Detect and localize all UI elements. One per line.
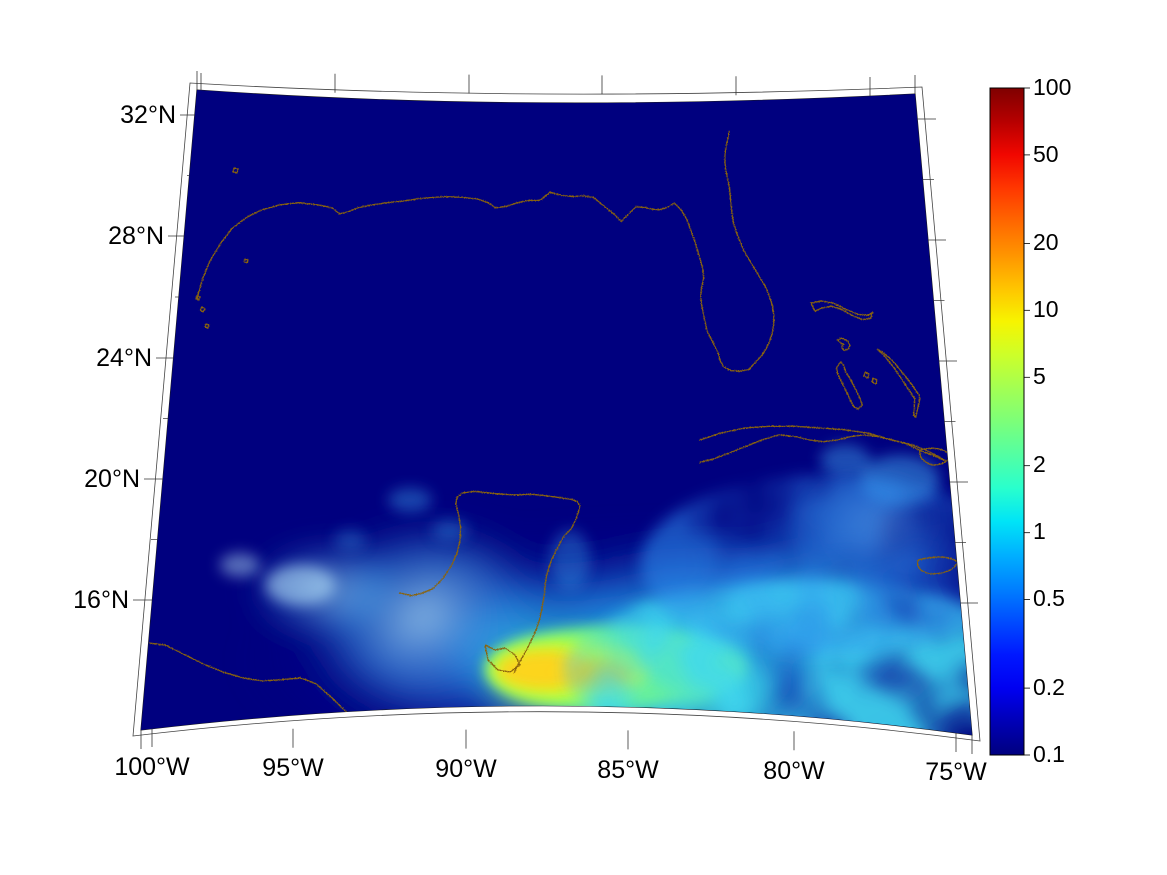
svg-text:28°N: 28°N — [108, 222, 164, 250]
svg-text:2: 2 — [1033, 451, 1046, 477]
svg-text:20: 20 — [1033, 229, 1059, 255]
svg-text:0.5: 0.5 — [1033, 585, 1065, 611]
svg-text:100: 100 — [1033, 74, 1071, 100]
svg-text:90°W: 90°W — [435, 755, 497, 783]
svg-text:0.2: 0.2 — [1033, 674, 1065, 700]
svg-text:100°W: 100°W — [114, 753, 190, 781]
svg-text:95°W: 95°W — [262, 754, 324, 782]
svg-text:32°N: 32°N — [120, 101, 176, 129]
svg-text:10: 10 — [1033, 296, 1059, 322]
svg-text:24°N: 24°N — [96, 344, 152, 372]
svg-text:0.1: 0.1 — [1033, 741, 1065, 767]
svg-text:80°W: 80°W — [763, 757, 825, 785]
svg-text:16°N: 16°N — [73, 586, 129, 614]
svg-text:5: 5 — [1033, 363, 1046, 389]
svg-text:20°N: 20°N — [84, 465, 140, 493]
svg-text:85°W: 85°W — [597, 756, 659, 784]
svg-text:1: 1 — [1033, 518, 1046, 544]
svg-text:75°W: 75°W — [925, 758, 987, 786]
svg-text:50: 50 — [1033, 141, 1059, 167]
